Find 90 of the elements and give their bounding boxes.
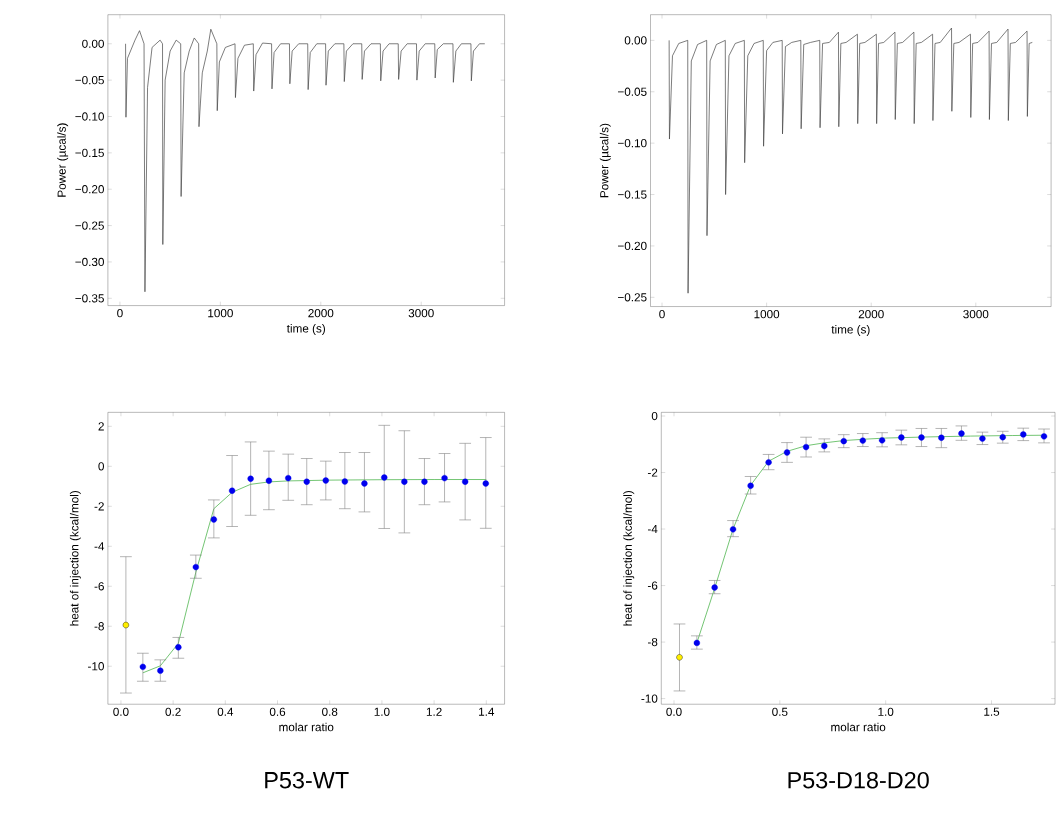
point [361, 480, 368, 487]
point [729, 525, 737, 533]
point [693, 639, 700, 646]
point [341, 478, 348, 485]
y-tick-label: −0.35 [75, 293, 104, 303]
point [228, 487, 236, 494]
x-tick-label: 2000 [858, 309, 884, 319]
point [122, 621, 130, 628]
x-tick-label: 1000 [754, 309, 780, 319]
x-tick-label: 2000 [308, 308, 334, 318]
y-tick-label: -4 [94, 542, 105, 551]
y-tick-label: −0.05 [75, 75, 104, 85]
text: P53-D18-D20 [788, 771, 929, 789]
x-tick-label: 0 [117, 308, 123, 318]
x-tick-label: 0 [659, 309, 665, 319]
point [175, 643, 182, 651]
point [783, 449, 791, 456]
y-tick-label: −0.05 [618, 87, 647, 96]
point [322, 477, 329, 484]
point [381, 474, 388, 481]
y-tick-label: −0.15 [75, 148, 104, 157]
y-tick-label: −0.10 [75, 112, 104, 121]
x-tick-label: 0.2 [165, 707, 181, 716]
y-tick-label: −0.25 [75, 221, 104, 230]
y-tick-label: −0.20 [618, 241, 647, 250]
point [938, 434, 945, 441]
y-tick-label: -10 [641, 694, 658, 703]
y-tick-label: -8 [94, 621, 104, 631]
point [157, 667, 164, 674]
y-tick-label: −0.25 [618, 292, 647, 302]
point [482, 480, 489, 487]
y-tick-label: -10 [88, 661, 104, 671]
y-tick-label: −0.20 [75, 184, 104, 194]
y-axis-title: heat of injection (kcal/mol) [623, 490, 635, 626]
x-tick-label: 1000 [208, 308, 233, 318]
y-tick-label: 0.00 [624, 36, 647, 45]
x-axis-title: time (s) [286, 323, 325, 335]
point [802, 443, 810, 451]
x-axis-title: molar ratio [831, 722, 886, 732]
x-axis-title: molar ratio [279, 722, 334, 732]
x-tick-label: 1.2 [426, 707, 442, 716]
y-tick-label: −0.10 [618, 138, 647, 148]
x-tick-label: 0.0 [113, 707, 129, 716]
y-tick-label: 0 [98, 461, 104, 471]
line-series [125, 28, 486, 292]
y-tick-label: −0.30 [75, 257, 104, 266]
point [765, 459, 772, 466]
point [265, 477, 273, 484]
point [303, 478, 310, 485]
line-series [668, 27, 1033, 294]
x-tick-label: 3000 [408, 308, 434, 318]
x-tick-label: 0.0 [666, 707, 682, 716]
y-tick-label: -2 [94, 502, 104, 511]
point [139, 663, 146, 670]
y-tick-label: −0.15 [618, 190, 647, 199]
y-tick-label: 0 [651, 411, 658, 420]
y-axis-title: Power (µcal/s) [599, 123, 611, 197]
x-axis-title: time (s) [831, 324, 870, 336]
point [401, 478, 408, 485]
y-tick-label: -6 [647, 581, 658, 590]
point [210, 516, 217, 523]
text: P53-WT [265, 771, 349, 789]
y-tick-label: -4 [647, 524, 658, 533]
point [285, 474, 292, 482]
x-tick-label: 1.0 [374, 707, 390, 716]
point [421, 478, 428, 485]
point [247, 475, 254, 482]
y-tick-label: 2 [98, 422, 104, 431]
y-axis-title: heat of injection (kcal/mol) [69, 490, 81, 626]
x-tick-label: 3000 [963, 309, 989, 319]
point [747, 482, 754, 489]
point [918, 434, 925, 441]
y-tick-label: -6 [94, 581, 104, 591]
point [898, 434, 905, 441]
point [441, 474, 448, 482]
x-tick-label: 0.8 [322, 707, 338, 716]
point [676, 653, 683, 661]
x-tick-label: 0.5 [772, 707, 788, 716]
x-tick-label: 1.0 [878, 707, 894, 716]
x-tick-label: 1.5 [984, 707, 1000, 716]
y-axis-title: Power (µcal/s) [57, 123, 69, 197]
point [192, 563, 199, 570]
y-tick-label: 0.00 [82, 39, 104, 48]
point [462, 478, 469, 485]
y-tick-label: -8 [647, 637, 658, 646]
x-tick-label: 0.6 [269, 707, 286, 716]
x-tick-label: 0.4 [217, 707, 234, 716]
x-tick-label: 1.4 [479, 707, 495, 716]
y-tick-label: -2 [647, 468, 658, 477]
point [958, 430, 965, 437]
